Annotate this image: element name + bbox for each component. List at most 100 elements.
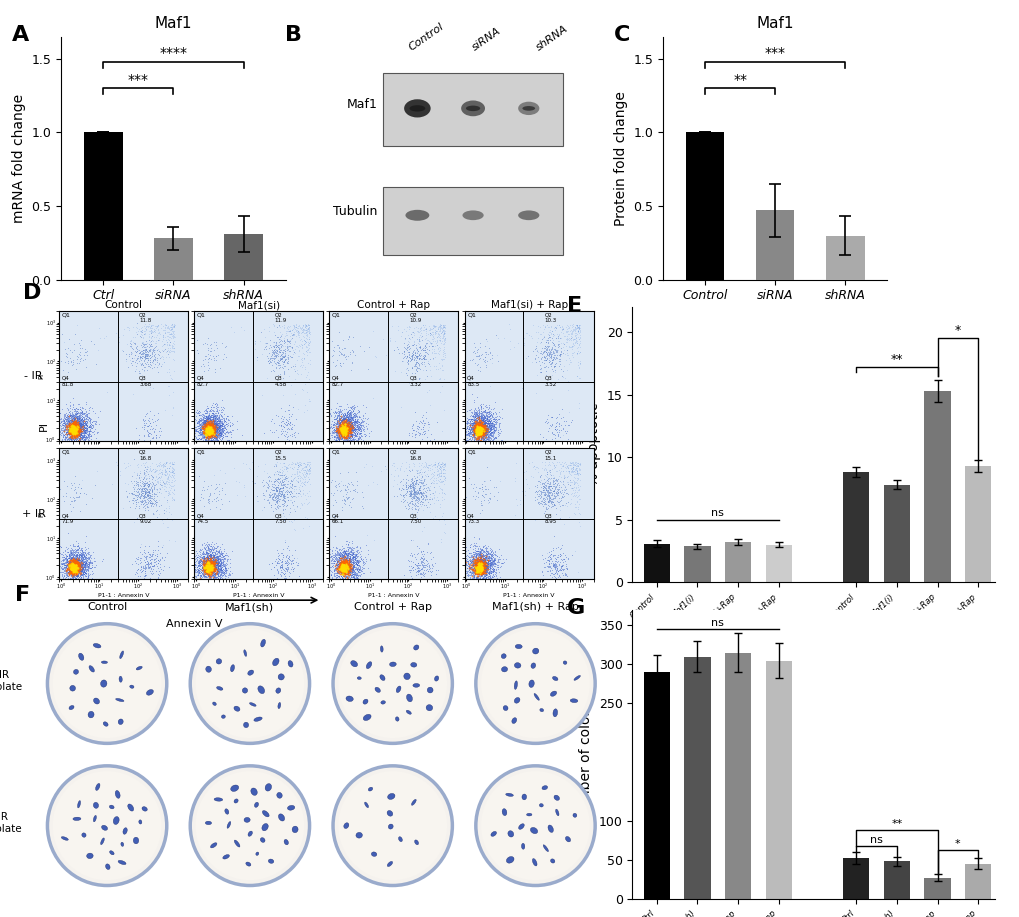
Point (68, 413, 85, 427)
Point (137, 564, 153, 579)
Point (325, 412, 341, 426)
Point (64, 424, 81, 438)
Point (366, 348, 382, 363)
Point (470, 403, 486, 417)
Point (57, 410, 73, 425)
Point (203, 570, 219, 585)
Point (203, 422, 219, 436)
Point (58, 564, 74, 579)
Point (475, 558, 491, 573)
Point (333, 561, 350, 576)
Point (201, 425, 217, 439)
Point (421, 336, 437, 350)
Point (67, 560, 84, 575)
Point (329, 428, 345, 443)
Point (198, 550, 214, 565)
Text: Q4
74.5: Q4 74.5 (197, 514, 209, 525)
Point (476, 411, 492, 425)
Point (335, 418, 352, 433)
Point (68, 404, 85, 419)
Point (336, 411, 353, 425)
Point (468, 343, 484, 358)
Point (467, 558, 483, 572)
Point (470, 419, 486, 434)
Point (69, 424, 86, 438)
Point (272, 481, 288, 496)
Point (210, 560, 226, 575)
Point (459, 560, 475, 575)
Point (154, 467, 170, 481)
Point (557, 568, 574, 582)
Point (471, 430, 487, 445)
Point (62, 420, 78, 435)
Point (199, 427, 215, 442)
Point (193, 487, 209, 502)
Point (474, 554, 490, 569)
Point (157, 322, 173, 337)
Point (200, 558, 216, 572)
Point (270, 356, 286, 370)
Point (334, 547, 351, 561)
Point (66, 542, 83, 557)
Point (404, 492, 420, 506)
Point (196, 551, 212, 566)
Point (472, 561, 488, 576)
Point (201, 567, 217, 581)
Point (410, 556, 426, 570)
Point (60, 410, 76, 425)
Point (66, 417, 83, 432)
Point (270, 436, 286, 451)
Point (336, 414, 353, 428)
Point (336, 425, 353, 439)
Point (164, 352, 180, 367)
Point (336, 407, 353, 422)
Point (485, 578, 501, 592)
Point (336, 562, 353, 577)
Point (212, 570, 228, 585)
Point (58, 560, 74, 575)
Point (194, 421, 210, 436)
Point (336, 417, 353, 432)
Point (78, 487, 95, 502)
Point (462, 416, 478, 431)
Point (53, 540, 69, 555)
Point (75, 423, 92, 437)
Point (60, 426, 76, 441)
Point (59, 558, 75, 572)
Point (61, 426, 77, 441)
Ellipse shape (77, 801, 81, 808)
Point (64, 567, 81, 581)
Point (203, 561, 219, 576)
Point (275, 550, 291, 565)
Point (203, 558, 219, 573)
Point (469, 423, 485, 437)
Point (204, 425, 220, 439)
Point (338, 416, 355, 431)
Point (537, 482, 553, 497)
Point (266, 370, 282, 384)
Point (165, 457, 181, 471)
Point (197, 558, 213, 573)
Point (329, 422, 345, 436)
Point (473, 427, 489, 442)
Point (275, 468, 291, 482)
Ellipse shape (276, 792, 282, 798)
Point (202, 567, 218, 581)
Point (69, 414, 86, 429)
Point (138, 340, 154, 355)
Point (198, 419, 214, 434)
Point (339, 554, 356, 569)
Point (206, 562, 222, 577)
Point (350, 559, 366, 574)
Point (61, 560, 77, 575)
Point (191, 431, 207, 446)
Point (464, 427, 480, 442)
Point (69, 422, 86, 436)
Point (74, 411, 91, 425)
Point (82, 424, 98, 438)
Point (459, 561, 475, 576)
Point (204, 564, 220, 579)
Point (287, 318, 304, 333)
Point (213, 556, 229, 570)
Point (123, 346, 140, 360)
